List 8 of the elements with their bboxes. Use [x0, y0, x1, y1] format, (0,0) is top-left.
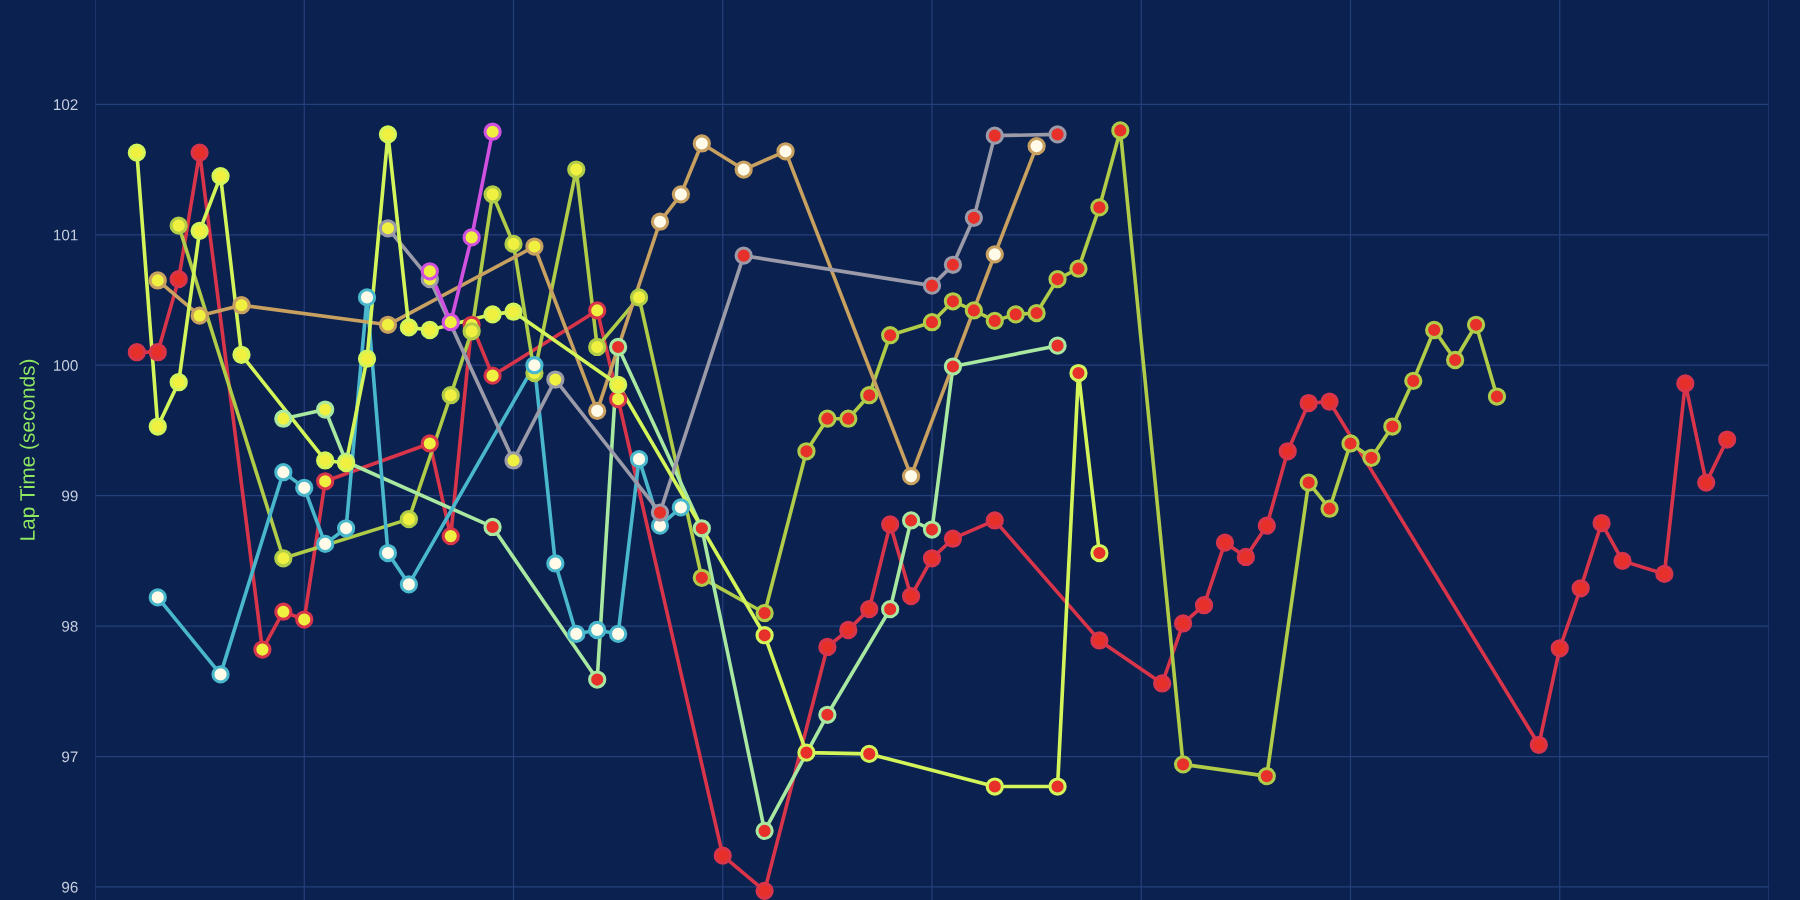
y-tick-label: 100 [54, 360, 78, 371]
y-tick-label: 96 [62, 881, 78, 893]
y-axis-title: Lap Time (seconds) [19, 359, 39, 540]
y-tick-label: 99 [62, 490, 78, 502]
y-tick-label: 102 [54, 99, 78, 111]
y-tick-label: 98 [62, 620, 78, 632]
y-tick-label: 97 [62, 751, 78, 763]
y-tick-label: 101 [54, 229, 78, 241]
